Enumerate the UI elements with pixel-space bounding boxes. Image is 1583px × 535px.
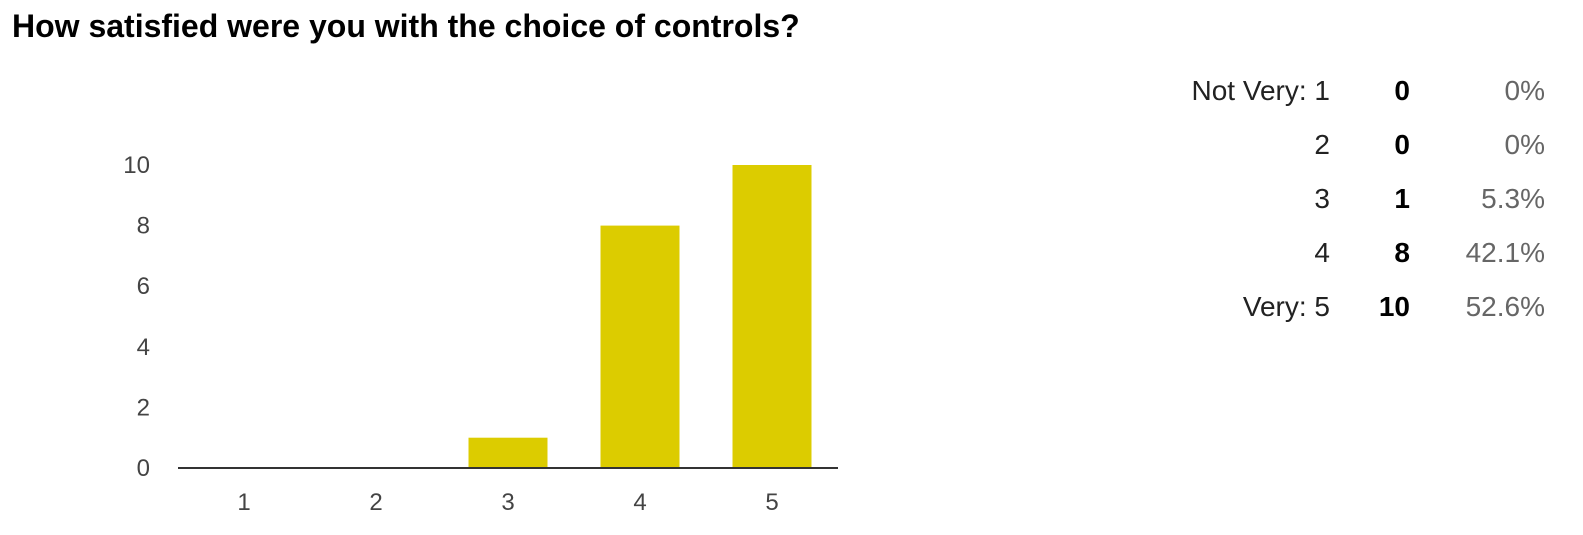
summary-row-percent: 42.1% <box>1465 237 1545 268</box>
bars-group <box>468 165 812 468</box>
x-tick-label: 2 <box>369 489 382 516</box>
bar <box>732 165 812 468</box>
summary-row-percent: 52.6% <box>1465 291 1545 322</box>
summary-row-label: Not Very: 1 <box>1191 75 1330 106</box>
summary-row-label: Very: 5 <box>1242 291 1330 322</box>
summary-row-percent: 5.3% <box>1481 183 1545 214</box>
summary-row: 2 0 0% <box>1100 118 1560 172</box>
summary-row-label: 2 <box>1314 129 1330 160</box>
bar <box>600 225 680 468</box>
summary-row-percent: 0% <box>1504 129 1545 160</box>
x-tick-label: 4 <box>633 489 646 516</box>
summary-row: 3 1 5.3% <box>1100 172 1560 226</box>
response-summary-table: Not Very: 1 0 0% 2 0 0% 3 1 5.3% 4 8 42.… <box>1100 64 1560 334</box>
summary-row-percent: 0% <box>1504 75 1545 106</box>
summary-row-count: 1 <box>1394 183 1410 214</box>
bar <box>468 437 548 468</box>
summary-row: Very: 5 10 52.6% <box>1100 280 1560 334</box>
summary-row-count: 10 <box>1378 291 1410 322</box>
summary-row: Not Very: 1 0 0% <box>1100 64 1560 118</box>
y-tick-label: 2 <box>137 394 150 421</box>
y-tick-label: 8 <box>137 213 150 240</box>
y-tick-label: 4 <box>137 334 150 361</box>
x-tick-label: 3 <box>501 489 514 516</box>
x-axis: 1 2 3 4 5 <box>178 467 838 516</box>
y-axis: 0 2 4 6 8 10 <box>123 152 150 482</box>
x-tick-label: 5 <box>765 489 778 516</box>
summary-row-count: 0 <box>1394 129 1410 160</box>
summary-row-label: 3 <box>1314 183 1330 214</box>
summary-row-label: 4 <box>1314 237 1330 268</box>
summary-row: 4 8 42.1% <box>1100 226 1560 280</box>
question-title: How satisfied were you with the choice o… <box>12 8 800 44</box>
x-tick-label: 1 <box>237 489 250 516</box>
y-tick-label: 0 <box>137 455 150 482</box>
y-tick-label: 10 <box>123 152 150 179</box>
summary-row-count: 8 <box>1394 237 1410 268</box>
y-tick-label: 6 <box>137 273 150 300</box>
summary-row-count: 0 <box>1394 75 1410 106</box>
